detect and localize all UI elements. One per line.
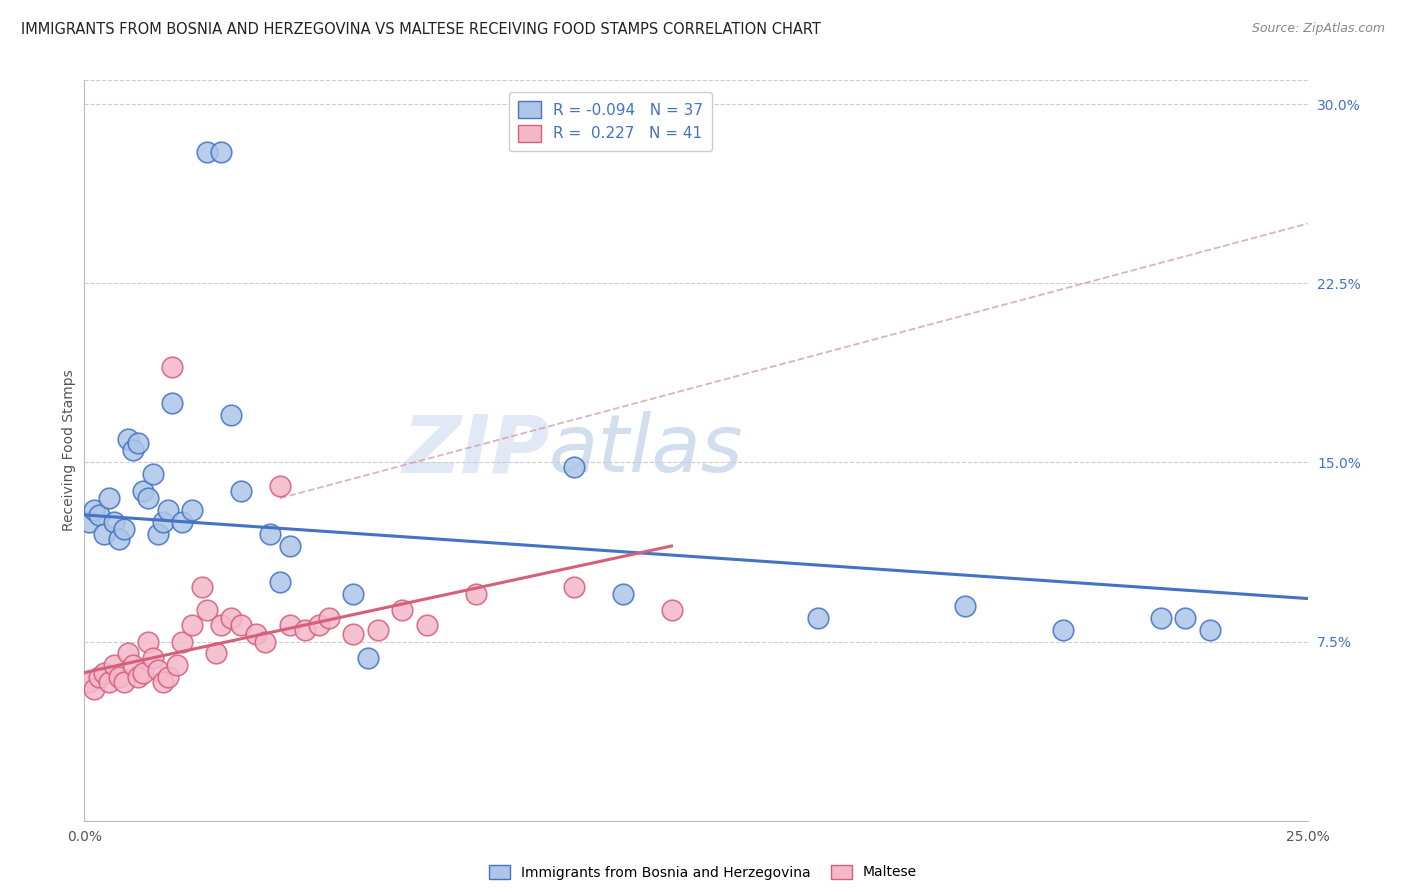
Point [259, 527, 281, 541]
Point [342, 587, 364, 601]
Point [1052, 623, 1074, 637]
Text: Source: ZipAtlas.com: Source: ZipAtlas.com [1251, 22, 1385, 36]
Point [254, 634, 277, 648]
Point [87, 508, 110, 522]
Point [152, 675, 174, 690]
Point [87, 670, 110, 684]
Point [107, 532, 129, 546]
Point [219, 610, 242, 624]
Point [127, 436, 149, 450]
Point [269, 479, 291, 493]
Point [136, 634, 159, 648]
Point [162, 395, 184, 409]
Point [103, 658, 125, 673]
Point [953, 599, 976, 613]
Point [146, 663, 169, 677]
Point [391, 603, 413, 617]
Point [83, 682, 105, 697]
Text: atlas: atlas [550, 411, 744, 490]
Point [132, 484, 155, 499]
Point [142, 467, 165, 482]
Point [77, 675, 100, 690]
Point [156, 503, 179, 517]
Point [318, 610, 340, 624]
Point [219, 408, 242, 422]
Point [107, 670, 129, 684]
Point [117, 647, 139, 661]
Legend: Immigrants from Bosnia and Herzegovina, Maltese: Immigrants from Bosnia and Herzegovina, … [484, 859, 922, 885]
Point [367, 623, 389, 637]
Point [166, 658, 188, 673]
Point [142, 651, 165, 665]
Point [612, 587, 634, 601]
Point [146, 527, 169, 541]
Point [103, 515, 125, 529]
Point [112, 522, 135, 536]
Point [162, 359, 184, 374]
Point [122, 443, 145, 458]
Point [97, 491, 120, 506]
Point [127, 670, 149, 684]
Point [245, 627, 267, 641]
Point [132, 665, 155, 680]
Point [357, 651, 380, 665]
Point [229, 484, 252, 499]
Point [136, 491, 159, 506]
Point [93, 665, 115, 680]
Point [661, 603, 683, 617]
Point [181, 503, 204, 517]
Point [93, 527, 115, 541]
Point [1198, 623, 1220, 637]
Text: ZIP: ZIP [402, 411, 550, 490]
Point [464, 587, 486, 601]
Point [195, 603, 218, 617]
Point [152, 515, 174, 529]
Point [172, 515, 194, 529]
Point [191, 580, 214, 594]
Y-axis label: Receiving Food Stamps: Receiving Food Stamps [62, 369, 76, 532]
Point [117, 432, 139, 446]
Point [195, 145, 218, 159]
Point [807, 610, 830, 624]
Text: IMMIGRANTS FROM BOSNIA AND HERZEGOVINA VS MALTESE RECEIVING FOOD STAMPS CORRELAT: IMMIGRANTS FROM BOSNIA AND HERZEGOVINA V… [21, 22, 821, 37]
Point [269, 574, 291, 589]
Point [209, 145, 232, 159]
Point [112, 675, 135, 690]
Point [122, 658, 145, 673]
Point [97, 675, 120, 690]
Point [1150, 610, 1173, 624]
Point [83, 503, 105, 517]
Point [278, 539, 301, 553]
Point [205, 647, 228, 661]
Point [229, 617, 252, 632]
Point [77, 515, 100, 529]
Point [156, 670, 179, 684]
Point [562, 460, 585, 475]
Point [308, 617, 330, 632]
Point [1174, 610, 1197, 624]
Legend: R = -0.094   N = 37, R =  0.227   N = 41: R = -0.094 N = 37, R = 0.227 N = 41 [509, 92, 711, 152]
Point [562, 580, 585, 594]
Point [172, 634, 194, 648]
Point [416, 617, 439, 632]
Point [181, 617, 204, 632]
Point [278, 617, 301, 632]
Point [209, 617, 232, 632]
Point [294, 623, 316, 637]
Point [342, 627, 364, 641]
